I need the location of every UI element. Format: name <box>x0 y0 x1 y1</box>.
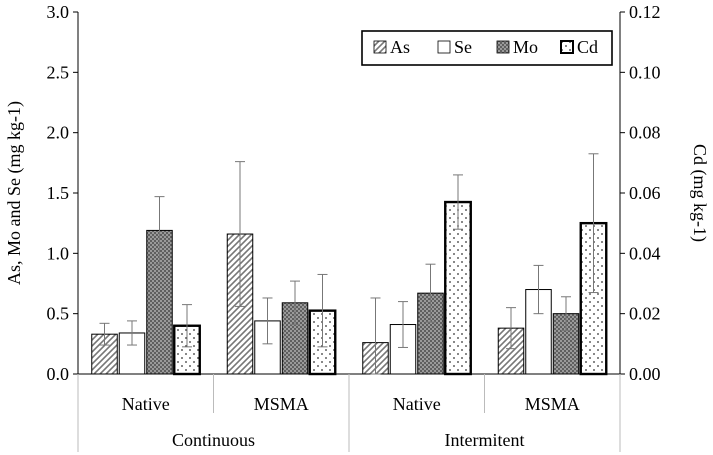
group-label: Intermitent <box>445 430 525 450</box>
legend-label-mo: Mo <box>513 37 538 57</box>
legend-swatch-as <box>373 40 387 54</box>
legend-swatch-se <box>437 40 451 54</box>
left-tick-label: 0.5 <box>47 304 70 324</box>
legend-label-as: As <box>390 37 410 57</box>
right-tick-label: 0.02 <box>629 304 661 324</box>
left-axis-ticks: 0.0 0.5 1.0 1.5 2.0 2.5 3.0 <box>47 2 78 384</box>
left-tick-label: 3.0 <box>47 2 70 22</box>
legend-label-cd: Cd <box>577 37 598 57</box>
left-tick-label: 1.5 <box>47 183 70 203</box>
category-label: MSMA <box>254 394 309 414</box>
group-label: Continuous <box>172 430 255 450</box>
right-tick-label: 0.00 <box>629 364 661 384</box>
legend-label-se: Se <box>454 37 472 57</box>
category-label: MSMA <box>525 394 580 414</box>
right-tick-label: 0.06 <box>629 183 661 203</box>
left-tick-label: 1.0 <box>47 243 70 263</box>
left-tick-label: 2.0 <box>47 123 70 143</box>
right-tick-label: 0.04 <box>629 243 661 263</box>
category-label: Native <box>393 394 441 414</box>
left-tick-label: 2.5 <box>47 62 70 82</box>
legend: As Se Mo Cd <box>361 30 613 66</box>
right-tick-label: 0.08 <box>629 123 661 143</box>
category-label: Native <box>122 394 170 414</box>
left-tick-label: 0.0 <box>47 364 70 384</box>
legend-swatch-mo <box>496 40 510 54</box>
x-axis-labels: Native MSMA Native MSMA Continuous Intermiten… <box>77 374 621 452</box>
right-tick-label: 0.12 <box>629 2 661 22</box>
legend-swatch-cd <box>560 40 574 54</box>
right-axis-ticks: 0.00 0.02 0.04 0.06 0.08 0.10 0.12 <box>620 2 661 384</box>
left-axis-label: As, Mo and Se (mg kg-1) <box>4 101 25 285</box>
right-tick-label: 0.10 <box>629 62 661 82</box>
bars-layer <box>91 153 608 376</box>
right-axis-label: Cd (mg kg-1) <box>689 144 710 242</box>
